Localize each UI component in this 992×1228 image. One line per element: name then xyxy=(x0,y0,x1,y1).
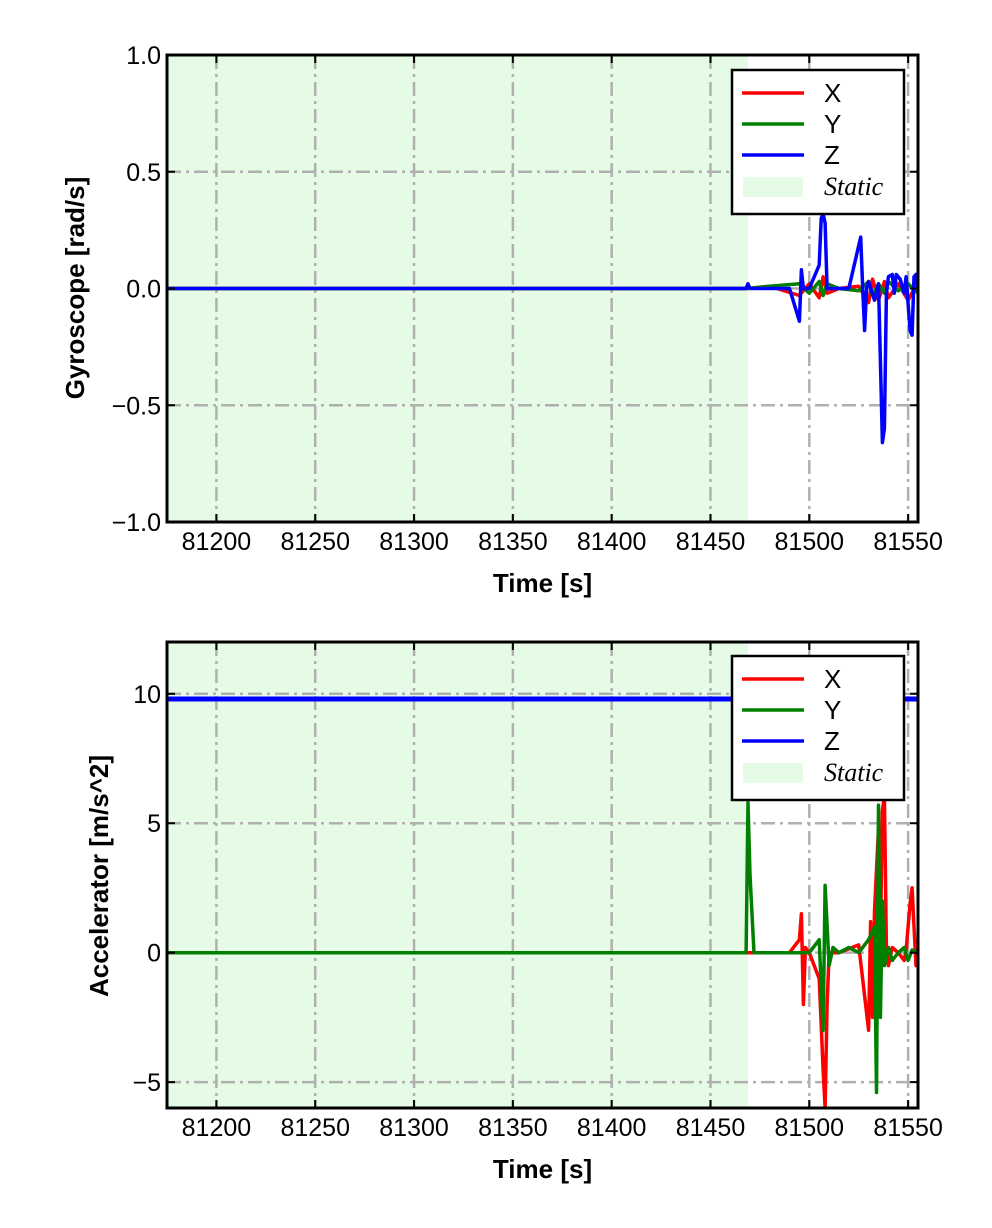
x-tick-label: 81200 xyxy=(182,1114,252,1142)
legend-swatch-static xyxy=(743,177,803,197)
x-tick-label: 81300 xyxy=(379,528,449,556)
series-group xyxy=(167,212,918,445)
x-axis-label: Time [s] xyxy=(493,1154,592,1184)
x-axis-label: Time [s] xyxy=(493,568,592,598)
x-tick-label: 81400 xyxy=(577,528,647,556)
series-line-y xyxy=(167,800,918,1095)
x-tick-label: 81400 xyxy=(577,1114,647,1142)
series-line-z xyxy=(167,212,918,445)
legend-label-y: Y xyxy=(824,695,841,725)
legend-label-static: Static xyxy=(824,172,884,201)
subplot-1: 81200 81250 81300 81350 81400 81450 81500 81550… xyxy=(60,42,943,598)
x-tick-label: 81350 xyxy=(478,1114,548,1142)
x-tick-label: 81350 xyxy=(478,528,548,556)
y-tick-label: 0.0 xyxy=(126,276,161,304)
y-axis-label: Accelerator [m/s^2] xyxy=(84,755,114,997)
x-tick-label: 81450 xyxy=(676,1114,746,1142)
legend-label-x: X xyxy=(824,78,841,108)
legend-label-static: Static xyxy=(824,758,884,787)
x-tick-label: 81500 xyxy=(775,528,845,556)
x-tick-label: 81500 xyxy=(775,1114,845,1142)
y-tick-label: 0.5 xyxy=(126,159,161,187)
legend-label-y: Y xyxy=(824,109,841,139)
x-tick-label: 81300 xyxy=(379,1114,449,1142)
y-tick-label: −5 xyxy=(132,1069,161,1097)
y-tick-label: 5 xyxy=(147,810,161,838)
axes-frame xyxy=(165,640,920,1110)
x-tick-label: 81250 xyxy=(280,1114,350,1142)
legend-label-z: Z xyxy=(824,140,840,170)
legend-label-x: X xyxy=(824,664,841,694)
y-tick-label: 0 xyxy=(147,940,161,968)
y-tick-label: −1.0 xyxy=(112,509,161,537)
y-tick-label: −0.5 xyxy=(112,392,161,420)
x-tick-label: 81250 xyxy=(280,528,350,556)
x-tick-label: 81200 xyxy=(182,528,252,556)
x-tick-label: 81550 xyxy=(873,1114,943,1142)
legend-swatch-static xyxy=(743,763,803,783)
y-tick-label: 1.0 xyxy=(126,42,161,70)
static-region xyxy=(167,642,749,1108)
legend-label-z: Z xyxy=(824,726,840,756)
y-axis-label: Gyroscope [rad/s] xyxy=(60,177,90,400)
x-tick-label: 81550 xyxy=(873,528,943,556)
y-tick-label: 10 xyxy=(133,681,161,709)
subplot-2: 81200 81250 81300 81350 81400 81450 81500 81550… xyxy=(84,640,943,1184)
x-tick-label: 81450 xyxy=(676,528,746,556)
